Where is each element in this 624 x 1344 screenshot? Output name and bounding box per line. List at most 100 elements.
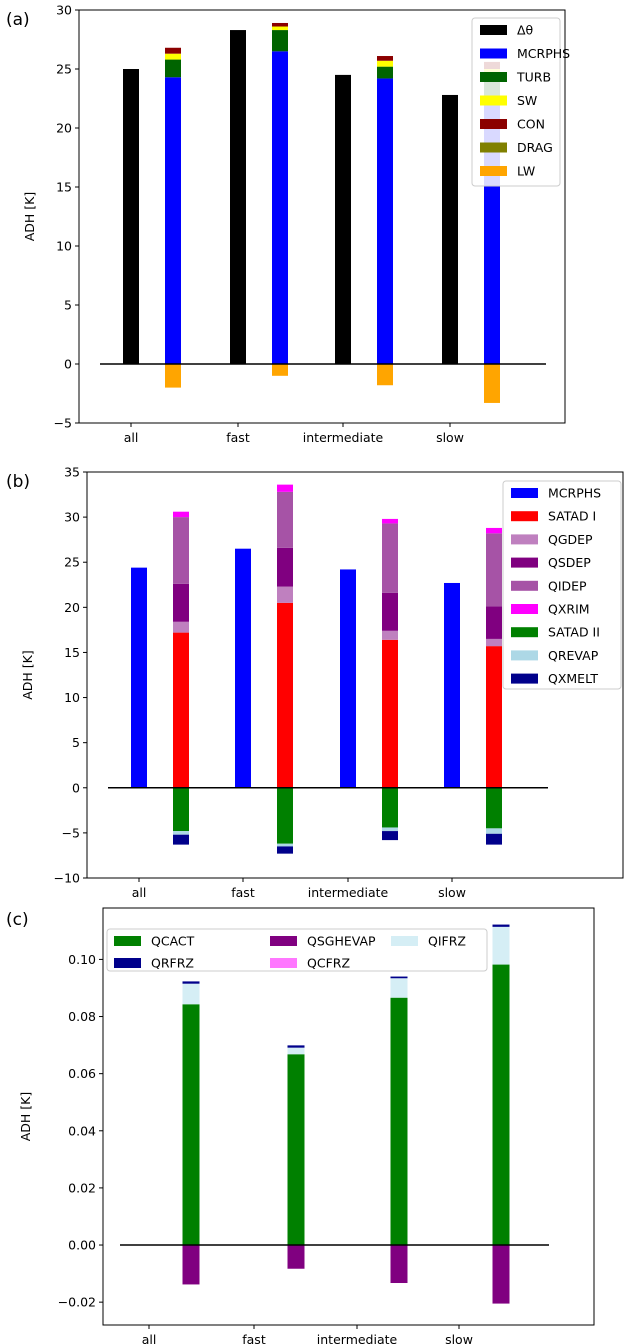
x-tick-label: fast — [226, 430, 250, 445]
legend-label: MCRPHS — [548, 486, 601, 501]
y-tick-label: −10 — [54, 871, 80, 886]
legend: Δθ MCRPHS TURB SW CON DRAG LW — [471, 17, 570, 187]
bar-qgdep-intermediate — [382, 630, 398, 640]
bar-turb-all — [165, 59, 181, 78]
chart-panel-2: (b) ADH [K] −10 −5 0 5 10 15 20 25 30 35 all fast inte… — [6, 465, 624, 900]
y-tick-label: −5 — [54, 416, 72, 431]
x-tick-label: intermediate — [317, 1332, 398, 1344]
bar-qxmelt-intermediate — [382, 831, 398, 841]
x-tick-label: all — [132, 885, 147, 900]
bar-mcrphs-all — [165, 77, 181, 364]
y-tick-label: 0.06 — [68, 1066, 96, 1081]
legend-label: QGDEP — [548, 532, 593, 547]
bar-qgdep-slow — [486, 638, 502, 647]
legend-swatch — [480, 119, 507, 129]
y-tick-label: 20 — [64, 600, 80, 615]
bar-mcrphs-fast — [235, 548, 251, 788]
bar-lw-all — [165, 364, 181, 388]
legend: QCACT QSGHEVAP QIFRZ QRFRZ QCFRZ — [106, 928, 488, 972]
bar-qcact-intermediate — [390, 997, 408, 1246]
legend-label: QCACT — [151, 934, 195, 949]
legend-swatch — [270, 958, 297, 968]
legend-swatch — [391, 936, 418, 946]
legend-label: QIFRZ — [428, 934, 466, 949]
legend-swatch — [511, 557, 538, 568]
y-tick-label: 30 — [56, 3, 72, 18]
x-tick-label: intermediate — [308, 885, 389, 900]
legend-swatch — [511, 534, 538, 545]
bar-mcrphs-intermediate — [340, 569, 356, 788]
bar---slow — [442, 94, 458, 365]
legend-swatch — [511, 627, 538, 638]
y-axis-label: ADH [K] — [20, 650, 35, 700]
y-tick-label: 5 — [72, 735, 80, 750]
bar-qxrim-fast — [277, 484, 293, 492]
bar-qcact-all — [182, 1004, 200, 1246]
bar-turb-fast — [272, 30, 288, 52]
y-tick-label: −5 — [62, 825, 80, 840]
bar-satad-i-all — [173, 632, 189, 788]
bar-qrevap-fast — [277, 843, 293, 847]
legend-label: QSGHEVAP — [307, 934, 376, 949]
x-tick-label: slow — [438, 885, 466, 900]
bar-satad-i-slow — [486, 646, 502, 788]
bar-mcrphs-fast — [272, 51, 288, 365]
bar-sw-fast — [272, 26, 288, 31]
legend-swatch — [270, 936, 297, 946]
legend-swatch — [480, 166, 507, 176]
bar-qsdep-slow — [486, 606, 502, 639]
legend-swatch — [114, 936, 141, 946]
legend-label: MCRPHS — [517, 46, 570, 61]
bar-qxmelt-fast — [277, 846, 293, 854]
bar-satad-ii-intermediate — [382, 787, 398, 828]
y-tick-label: 0.04 — [68, 1123, 96, 1138]
legend-label: QRFRZ — [151, 956, 194, 971]
bar-qifrz-slow — [492, 926, 510, 965]
bar-satad-i-intermediate — [382, 639, 398, 788]
bar-qxmelt-all — [173, 834, 189, 845]
bar-qsghevap-fast — [287, 1245, 305, 1269]
y-axis-label: ADH [K] — [18, 1092, 33, 1142]
y-tick-label: 20 — [56, 121, 72, 136]
chart-panel-3: (c) ADH [K] −0.02 0.00 0.02 0.04 0.06 0.08 0.10 a… — [6, 907, 595, 1344]
bar-qsdep-intermediate — [382, 592, 398, 631]
bar-qcact-fast — [287, 1054, 305, 1246]
bar-sw-intermediate — [377, 60, 393, 67]
bar-mcrphs-slow — [444, 582, 460, 788]
legend-label: QREVAP — [548, 648, 599, 663]
y-tick-label: 5 — [64, 298, 72, 313]
bar-turb-intermediate — [377, 66, 393, 79]
x-tick-label: intermediate — [303, 430, 384, 445]
bar-satad-i-fast — [277, 602, 293, 788]
legend-swatch — [480, 48, 507, 59]
bar-mcrphs-intermediate — [377, 78, 393, 364]
bar-qxrim-slow — [486, 527, 502, 534]
y-axis-label: ADH [K] — [22, 192, 37, 242]
bar-satad-ii-slow — [486, 787, 502, 829]
bar-satad-ii-fast — [277, 787, 293, 844]
legend-swatch — [511, 488, 538, 498]
bar-qrfrz-fast — [287, 1045, 305, 1048]
bar---all — [123, 69, 139, 364]
bar-qrevap-slow — [486, 828, 502, 834]
legend-swatch — [114, 958, 141, 968]
bar-qrevap-intermediate — [382, 827, 398, 832]
y-tick-label: 0.00 — [68, 1238, 96, 1253]
bar-qifrz-fast — [287, 1047, 305, 1055]
legend-swatch — [511, 511, 538, 522]
legend-label: SW — [517, 93, 537, 108]
x-tick-label: all — [142, 1332, 157, 1344]
legend-label: QXMELT — [548, 671, 598, 686]
bar-qifrz-all — [182, 983, 200, 1005]
axes-frame — [86, 471, 624, 879]
y-tick-label: 10 — [56, 239, 72, 254]
legend-label: Δθ — [517, 23, 533, 38]
bar-qrfrz-all — [182, 981, 200, 984]
y-tick-label: 35 — [64, 465, 80, 480]
bar-qxmelt-slow — [486, 833, 502, 845]
bar-qcact-slow — [492, 964, 510, 1246]
bar-qrfrz-slow — [492, 924, 510, 927]
y-tick-label: 30 — [64, 510, 80, 525]
legend-label: SATAD I — [548, 509, 596, 524]
